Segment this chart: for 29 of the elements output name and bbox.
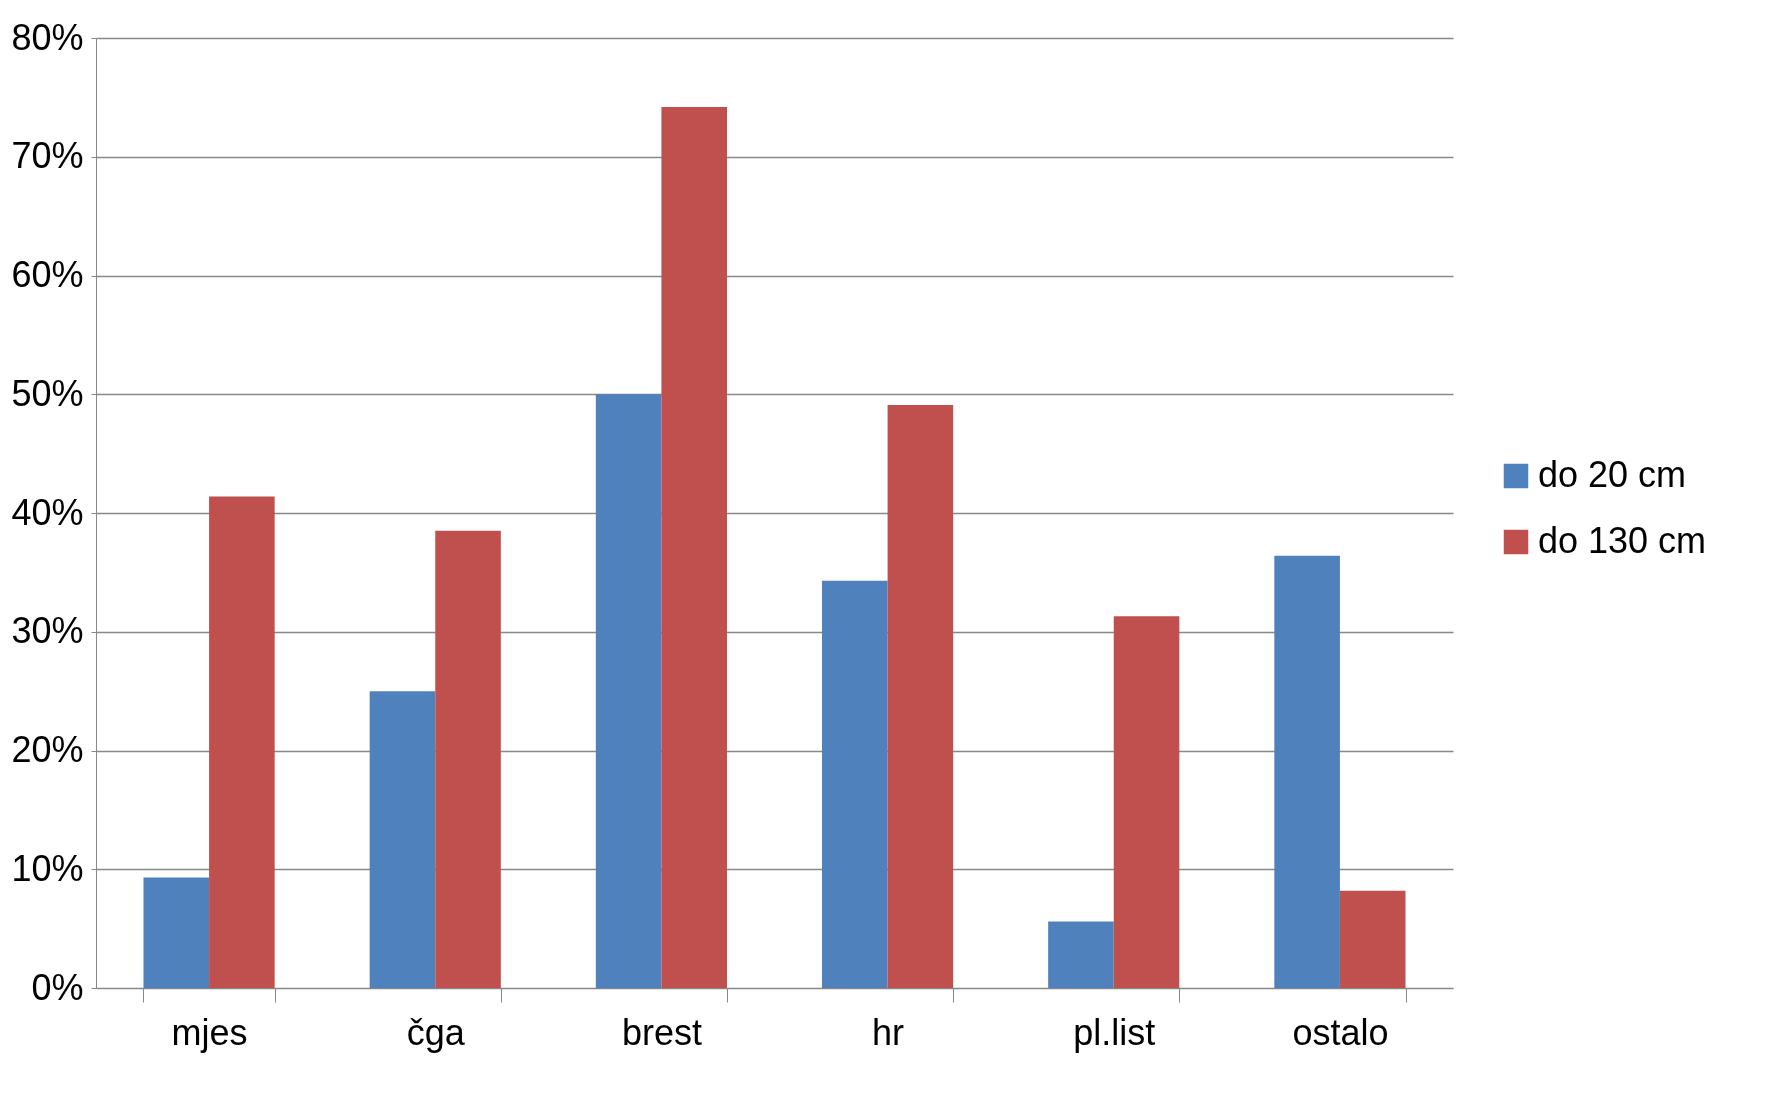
bar xyxy=(1274,555,1340,988)
x-tick-label: brest xyxy=(621,1011,702,1053)
y-tick-label: 20% xyxy=(11,729,84,770)
legend-label: do 130 cm xyxy=(1538,520,1707,561)
bar xyxy=(822,580,888,988)
bar xyxy=(595,394,662,988)
bar xyxy=(661,106,728,988)
x-tick-label: ostalo xyxy=(1292,1011,1389,1053)
bar xyxy=(1048,921,1114,988)
y-tick-label: 60% xyxy=(11,254,84,295)
bar xyxy=(1113,616,1180,988)
bar xyxy=(209,496,275,988)
bar xyxy=(143,877,210,988)
y-tick-label: 50% xyxy=(11,372,84,414)
bar xyxy=(887,404,954,988)
x-tick-label: hr xyxy=(872,1011,905,1053)
bar xyxy=(369,691,436,988)
y-tick-label: 30% xyxy=(11,610,84,652)
legend-label: do 20 cm xyxy=(1538,454,1687,495)
x-tick-label: pl.list xyxy=(1073,1011,1156,1053)
y-tick-label: 40% xyxy=(11,491,84,533)
bar xyxy=(1339,890,1406,988)
bar xyxy=(435,530,501,988)
y-tick-label: 0% xyxy=(31,966,84,1008)
y-tick-label: 80% xyxy=(11,16,84,58)
x-tick-label: čga xyxy=(406,1011,466,1053)
x-tick-label: mjes xyxy=(171,1011,248,1053)
y-tick-label: 10% xyxy=(11,847,84,889)
y-tick-label: 70% xyxy=(11,135,84,177)
